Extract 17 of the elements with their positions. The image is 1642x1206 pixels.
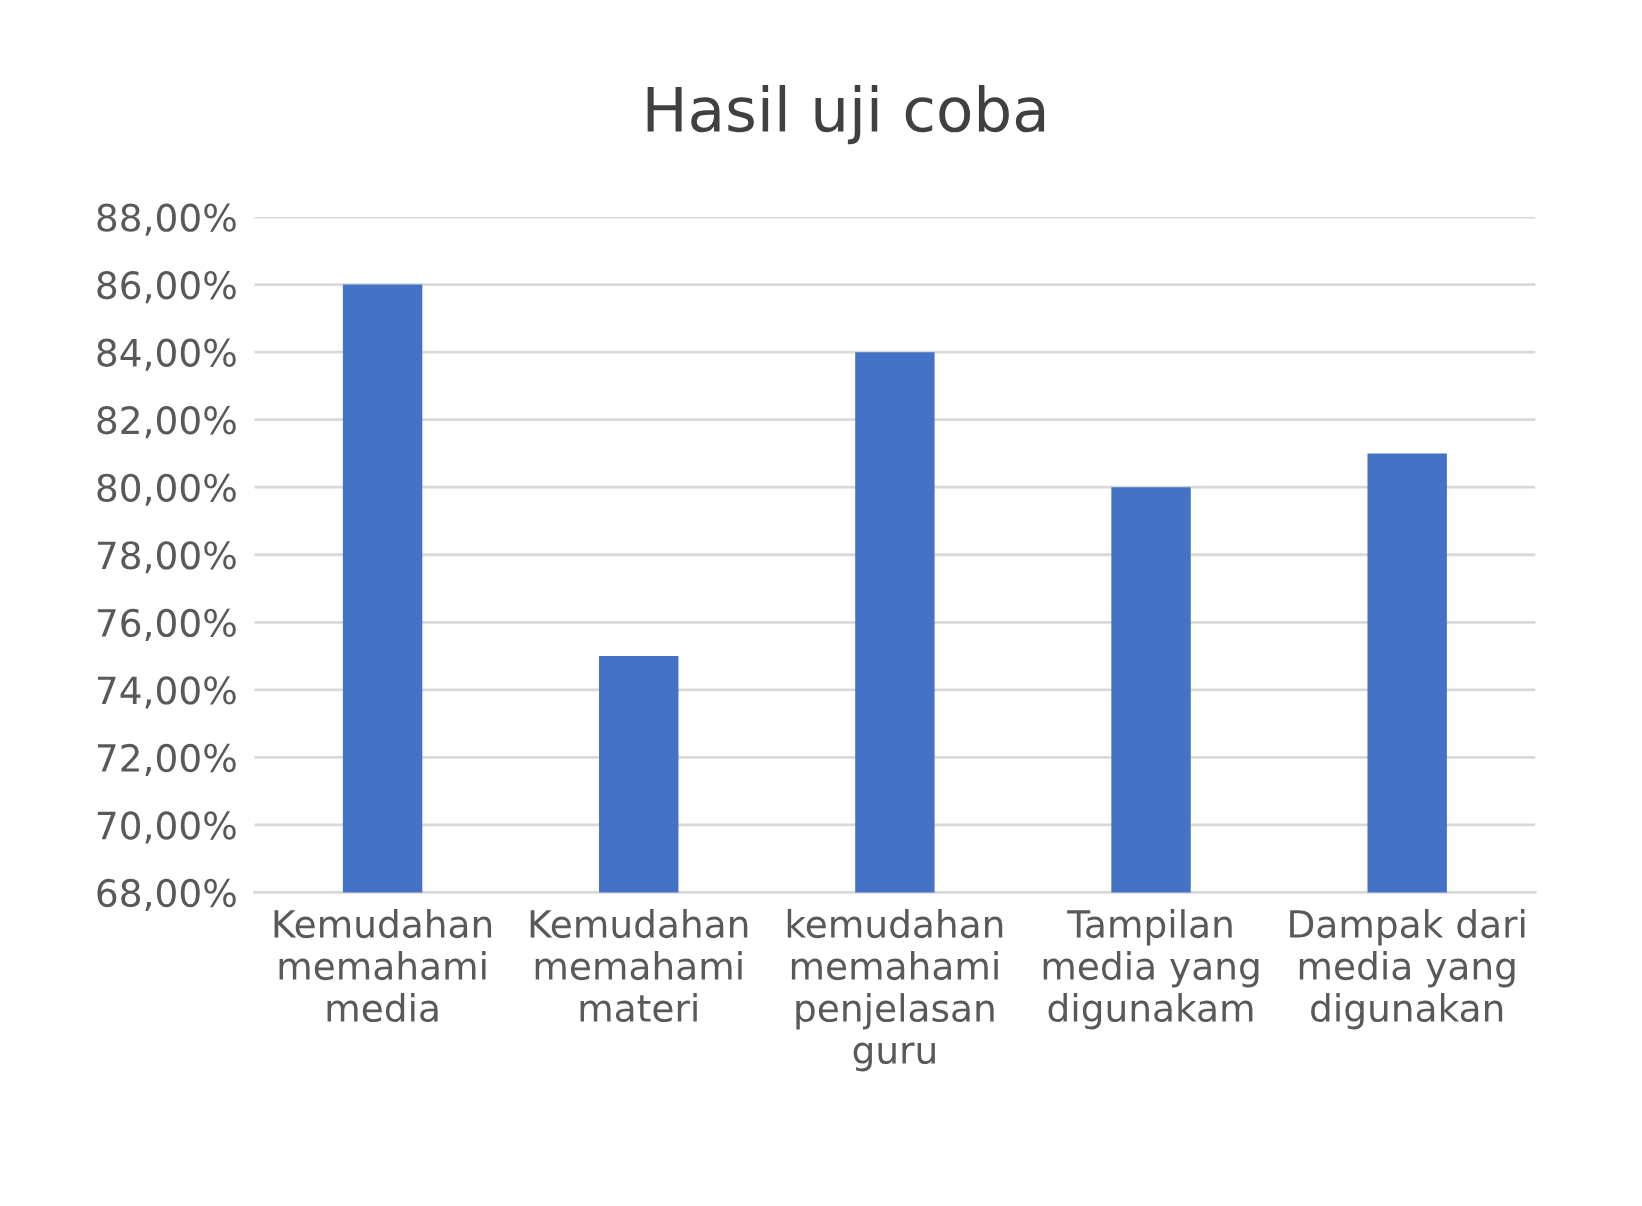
- y-tick-label: 74,00%: [97, 676, 236, 709]
- y-tick-label: 70,00%: [97, 811, 236, 844]
- y-tick-label: 72,00%: [97, 743, 236, 776]
- x-tick-label: Dampak dari media yang digunakan: [1290, 909, 1525, 1030]
- x-tick-label: Kemudahan memahami materi: [530, 909, 748, 1023]
- y-tick-label: 68,00%: [97, 878, 236, 912]
- x-tick-label: Kemudahan memahami media: [274, 909, 492, 1023]
- y-tick-label: 88,00%: [97, 203, 236, 236]
- x-tick-label: kemudahan memahami penjelasan guru: [787, 909, 1003, 1072]
- y-tick-label: 82,00%: [97, 406, 236, 439]
- y-tick-label: 80,00%: [97, 473, 236, 506]
- y-tick-label: 84,00%: [97, 338, 236, 371]
- y-tick-label: 86,00%: [97, 271, 236, 304]
- y-tick-label: 76,00%: [97, 608, 236, 641]
- chart-title: Hasil uji coba: [647, 85, 1045, 145]
- y-tick-label: 78,00%: [97, 541, 236, 574]
- x-tick-label: Tampilan media yang digunakam: [1043, 909, 1259, 1030]
